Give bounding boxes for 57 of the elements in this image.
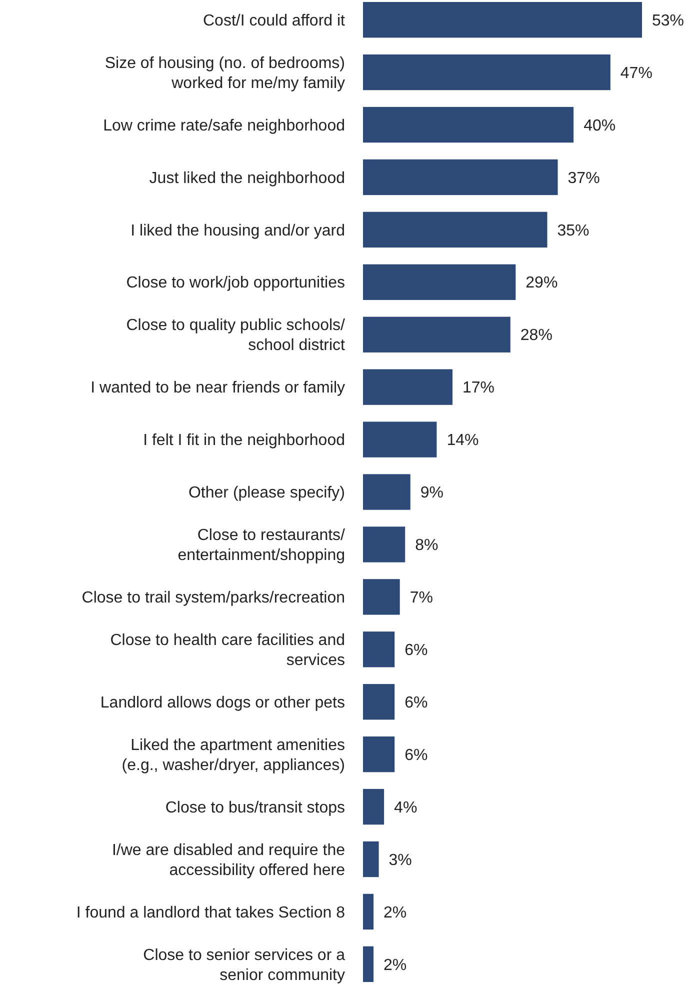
y-tick-label: Close to quality public schools/ school district	[126, 317, 346, 354]
y-tick-label: Low crime rate/safe neighborhood	[103, 117, 345, 134]
bar	[363, 106, 574, 143]
bar	[363, 159, 558, 196]
bar	[363, 946, 374, 982]
y-tick-label: Close to work/job opportunities	[126, 274, 345, 292]
bar	[363, 894, 374, 930]
y-tick-label: Liked the apartment amenities (e.g., washer/dryer, appliances)	[122, 736, 345, 774]
bar	[363, 316, 510, 352]
data-label: 3%	[388, 852, 412, 869]
y-tick-label: Cost/I could afford it	[203, 12, 346, 30]
data-label: 2%	[384, 904, 407, 922]
data-label: 4%	[394, 799, 418, 816]
data-label: 17%	[462, 380, 495, 397]
y-tick-label: I felt I fit in the neighborhood	[143, 432, 345, 450]
data-label: 28%	[520, 327, 552, 344]
data-label: 40%	[584, 117, 616, 134]
y-tick-label: Close to trail system/parks/recreation	[82, 590, 345, 607]
bar	[363, 684, 395, 720]
bar	[363, 264, 516, 300]
y-tick-label: Other (please specify)	[188, 484, 345, 502]
data-label: 14%	[446, 432, 479, 450]
data-label: 8%	[415, 537, 438, 554]
data-label: 35%	[557, 222, 590, 240]
y-tick-label: I wanted to be near friends or family	[90, 380, 345, 397]
bar	[363, 841, 379, 878]
bar	[363, 526, 406, 562]
data-label: 29%	[526, 274, 558, 292]
bar	[363, 736, 395, 772]
data-label: 6%	[404, 746, 428, 764]
y-tick-label: Close to health care facilities and services	[110, 632, 345, 669]
bar	[363, 474, 410, 510]
y-tick-label: I liked the housing and/or yard	[130, 222, 345, 240]
data-label: 37%	[568, 170, 600, 187]
bar	[363, 579, 400, 615]
data-label: 2%	[384, 956, 407, 974]
y-tick-label: I found a landlord that takes Section 8	[76, 904, 346, 922]
y-tick-label: Size of housing (no. of bedrooms) worked for me/my family	[104, 54, 345, 92]
data-label: 9%	[420, 484, 444, 502]
data-label: 6%	[404, 694, 428, 712]
y-tick-label: Just liked the neighborhood	[149, 170, 345, 187]
data-label: 47%	[620, 64, 652, 82]
y-tick-label: Close to senior services or a senior community	[143, 946, 346, 984]
data-label: 7%	[410, 590, 433, 607]
bar	[363, 212, 548, 248]
y-tick-label: Close to restaurants/ entertainment/shopping	[178, 527, 346, 564]
bar	[363, 369, 452, 405]
bar	[363, 788, 384, 825]
bar	[363, 422, 437, 458]
bar	[363, 54, 610, 90]
data-label: 53%	[652, 12, 684, 30]
y-tick-label: I/we are disabled and require the accessibility offered here	[112, 842, 346, 879]
bar	[363, 632, 395, 668]
y-tick-label: Landlord allows dogs or other pets	[100, 694, 345, 712]
y-tick-label: Close to bus/transit stops	[165, 799, 345, 816]
data-label: 6%	[404, 642, 428, 659]
bar	[363, 2, 642, 38]
